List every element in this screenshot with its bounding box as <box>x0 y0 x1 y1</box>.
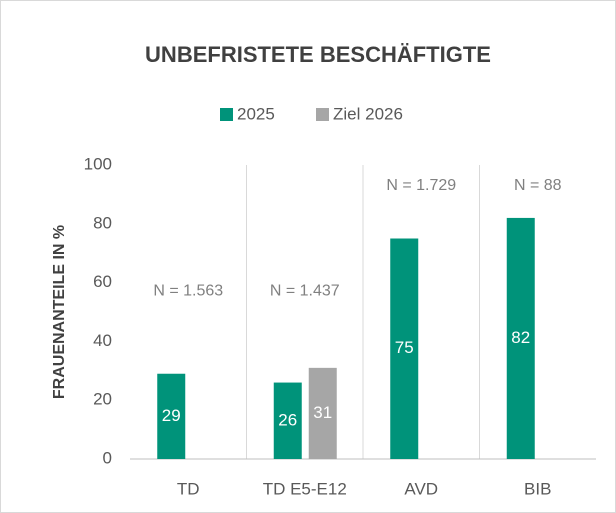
legend-swatch <box>316 108 329 121</box>
x-tick-label: AVD <box>404 479 438 498</box>
x-tick-label: TD <box>177 479 200 498</box>
y-tick-label: 0 <box>103 448 112 467</box>
value-label: 29 <box>162 406 181 425</box>
y-tick-label: 100 <box>84 154 112 173</box>
x-tick-label: BIB <box>524 479 551 498</box>
value-label: 26 <box>278 410 297 429</box>
legend-label: 2025 <box>237 104 275 123</box>
bar <box>506 217 535 459</box>
legend-swatch <box>220 108 233 121</box>
annotation: N = 1.437 <box>270 283 340 300</box>
annotation: N = 88 <box>514 177 562 194</box>
bar <box>273 382 302 459</box>
bar <box>390 238 419 459</box>
y-tick-label: 60 <box>93 272 112 291</box>
value-label: 82 <box>511 328 530 347</box>
y-tick-label: 40 <box>93 331 112 350</box>
x-tick-label: TD E5-E12 <box>263 479 347 498</box>
bar <box>157 373 186 459</box>
chart-title: UNBEFRISTETE BESCHÄFTIGTE <box>145 42 491 67</box>
y-tick-label: 20 <box>93 390 112 409</box>
annotation: N = 1.729 <box>386 177 456 194</box>
value-label: 75 <box>395 338 414 357</box>
legend-label: Ziel 2026 <box>333 104 403 123</box>
value-label: 31 <box>313 403 332 422</box>
bar <box>308 367 337 459</box>
y-axis-label: FRAUENANTEILE IN % <box>51 225 68 399</box>
annotation: N = 1.563 <box>153 283 223 300</box>
y-tick-label: 80 <box>93 213 112 232</box>
